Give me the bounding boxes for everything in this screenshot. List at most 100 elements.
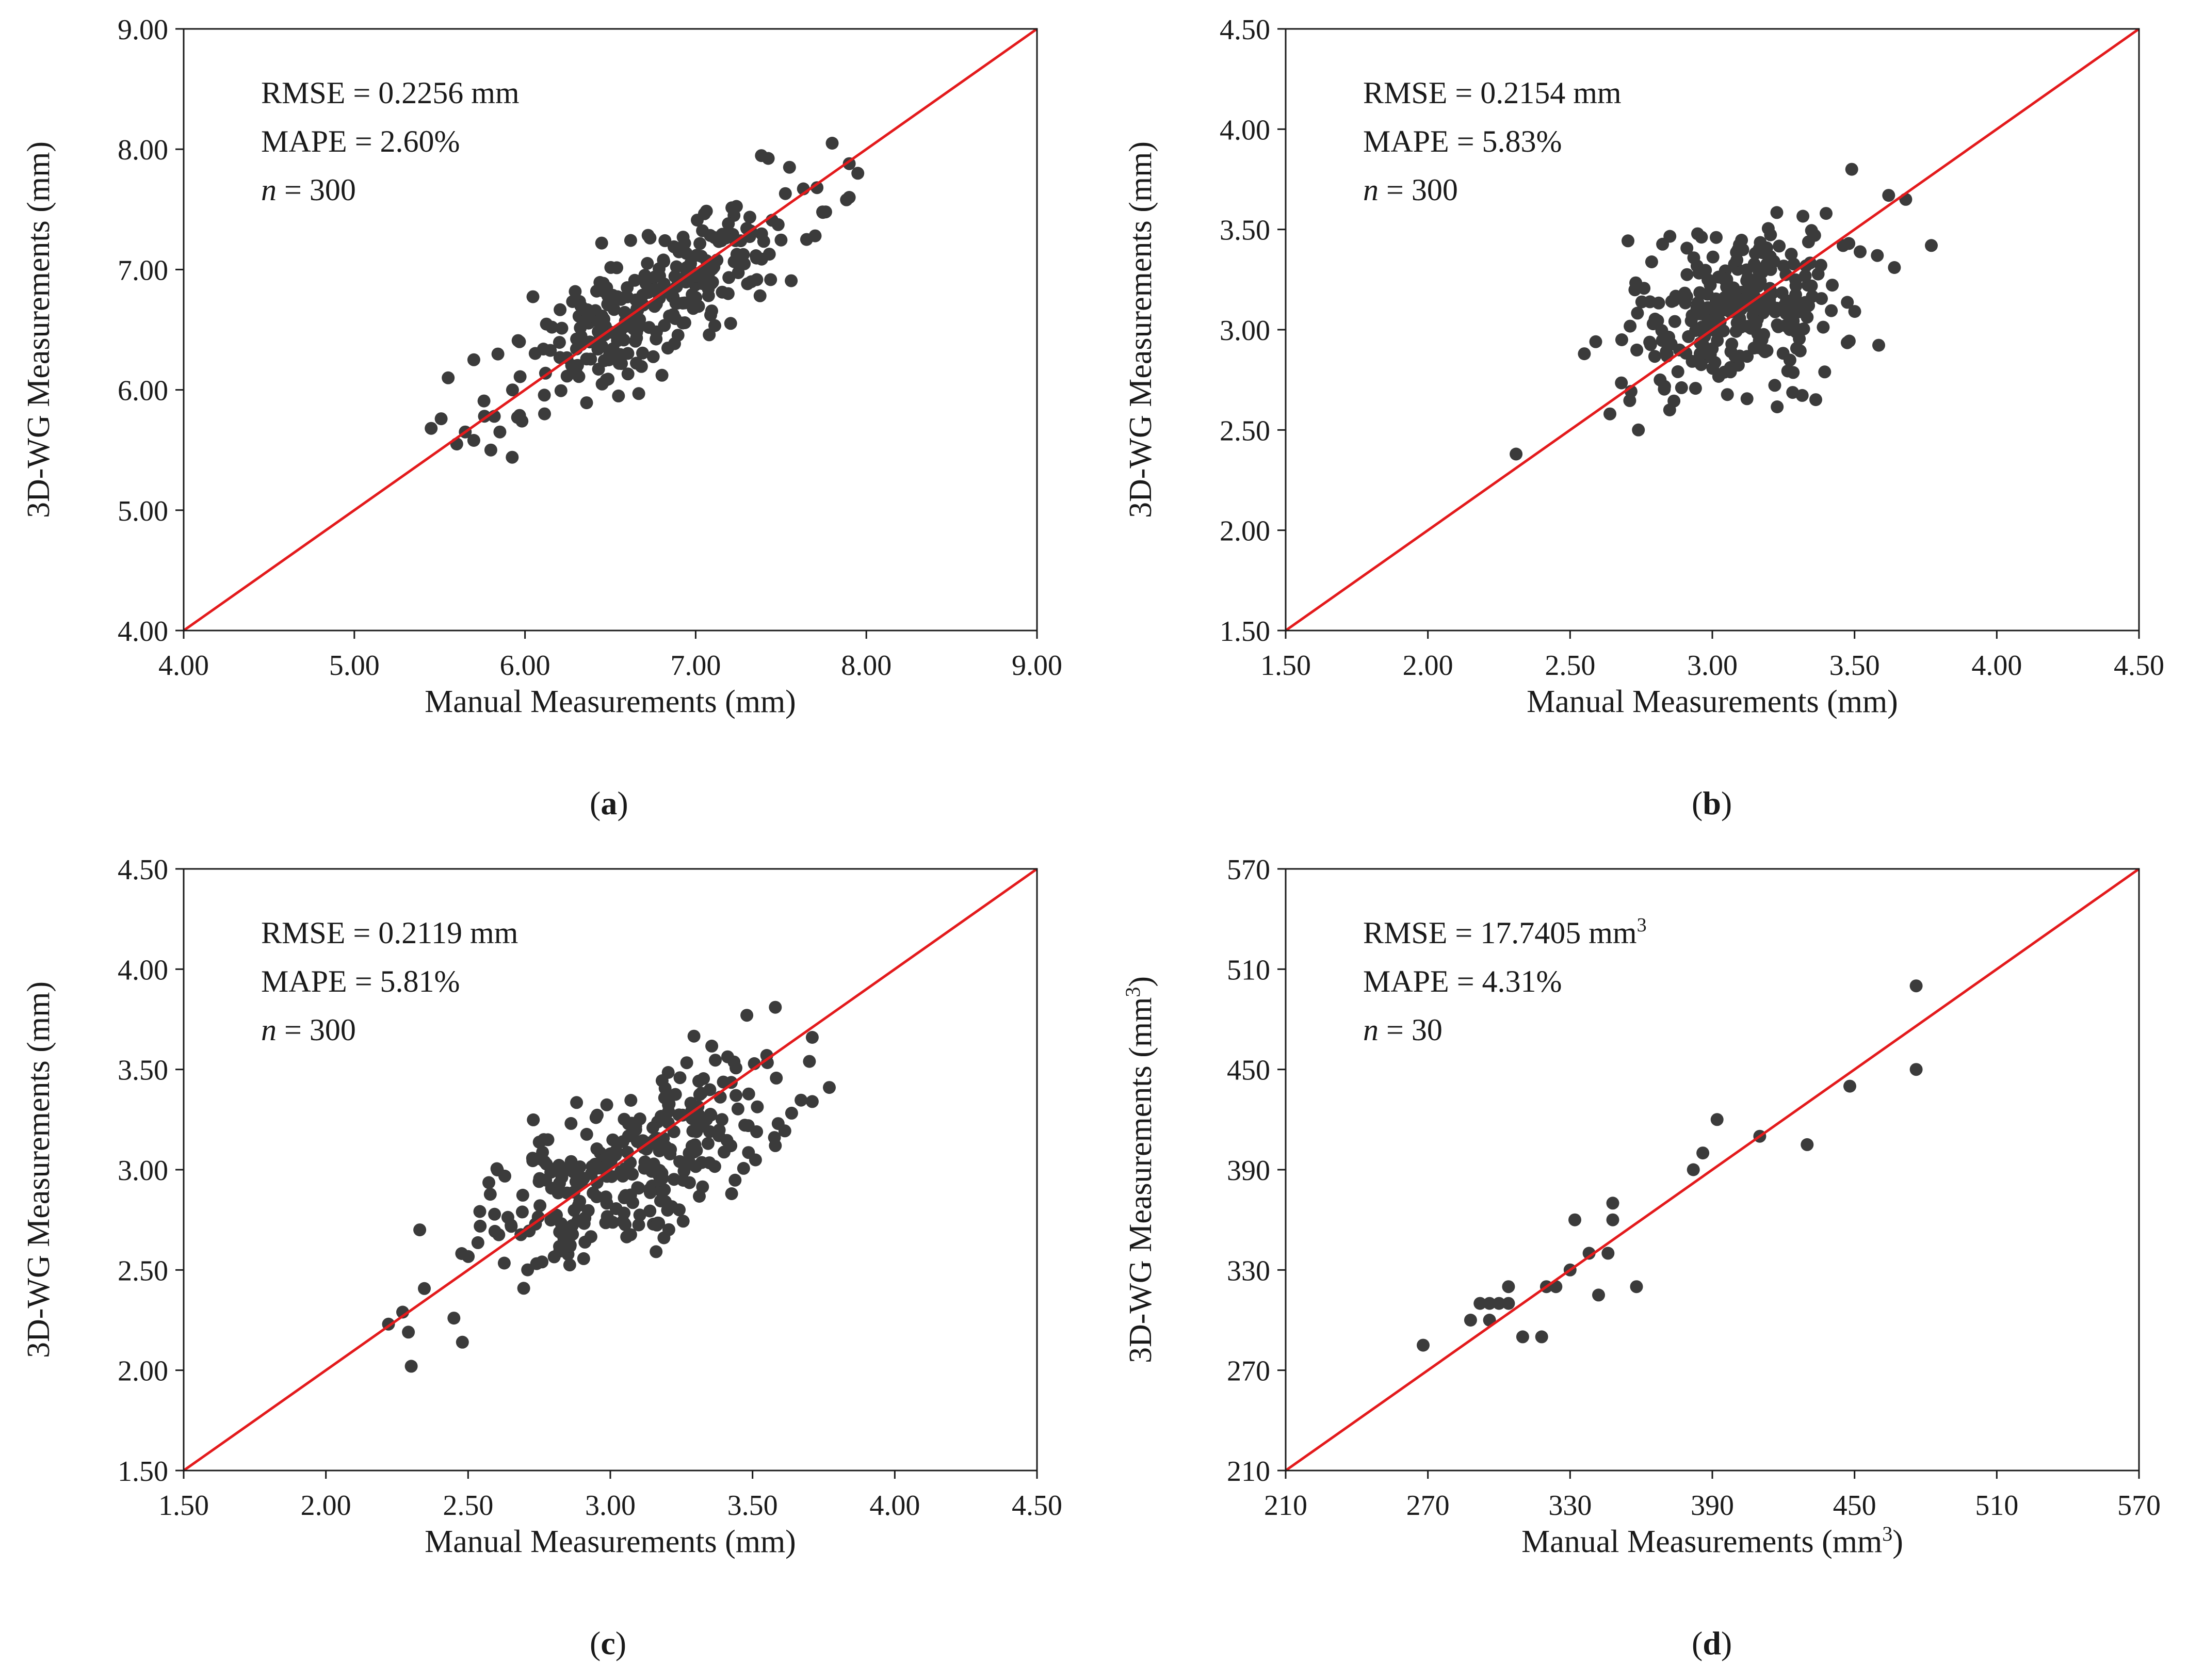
data-point [592,363,605,376]
data-point [1820,207,1833,220]
data-point [1680,268,1694,281]
data-point [1882,189,1895,202]
n-text: n = 300 [261,1013,356,1047]
data-point [1632,423,1645,437]
data-point [621,347,635,360]
data-point [705,1039,719,1053]
data-point [653,269,666,283]
data-point [1578,347,1591,361]
data-point [1707,315,1720,328]
data-point [629,293,642,306]
data-point [541,1133,555,1146]
data-point [1805,279,1818,293]
data-point [1817,320,1830,334]
x-tick-label: 4.50 [1012,1490,1062,1522]
data-point [1733,312,1746,325]
data-point [725,201,739,215]
data-point [580,396,593,410]
data-point [515,1205,529,1219]
y-axis-label: 3D-WG Measurements (mm) [1123,141,1158,518]
data-point [737,248,750,261]
data-point [1510,447,1523,461]
data-point [680,1056,693,1070]
data-point [606,288,620,302]
data-point [456,1335,469,1349]
data-point [632,1182,645,1195]
data-point [1615,333,1628,346]
data-point [1687,1163,1700,1176]
data-point [676,316,689,330]
data-point [636,346,649,360]
x-axis-label: Manual Measurements (mm) [425,1524,796,1559]
data-point [540,317,553,331]
data-point [851,167,865,180]
data-point [763,248,776,261]
data-point [527,1113,540,1126]
data-point [768,1131,781,1144]
data-point [632,1218,645,1232]
data-point [690,249,703,262]
data-point [1516,1330,1529,1344]
x-tick-label: 270 [1406,1490,1450,1522]
panel-caption: (c) [590,1625,627,1661]
mape-text: MAPE = 4.31% [1363,964,1562,998]
data-point [779,187,792,200]
chart-panel-d: 210 270 330 390 450 510 570 210 270 330 390 450 510 5… [1102,840,2204,1680]
data-point [692,1108,705,1122]
data-point [1756,343,1770,356]
data-point [1837,239,1850,252]
data-point [526,1154,540,1168]
data-point [1464,1314,1477,1327]
y-tick-label: 4.00 [118,616,168,648]
data-point [1801,1138,1814,1151]
data-point [1645,255,1658,268]
y-axis-label: 3D-WG Measurements (mm) [21,141,56,518]
data-point [751,1100,764,1113]
data-point [1773,239,1786,253]
data-point [1779,268,1793,281]
data-point [840,193,853,206]
data-point [610,261,623,274]
data-point [1760,257,1774,271]
data-point [1535,1330,1548,1344]
data-point [673,1155,686,1168]
data-point [560,1186,574,1200]
x-tick-label: 4.00 [869,1490,920,1522]
data-point [753,289,767,302]
data-point [1826,279,1839,292]
x-tick-label: 450 [1833,1490,1876,1522]
data-point [1768,379,1781,392]
data-point [1787,257,1801,271]
y-tick-label: 7.00 [118,254,168,286]
data-point [569,1175,582,1188]
reference-line [1285,27,2140,632]
data-point [778,1124,791,1138]
data-point [1592,1288,1605,1302]
data-point [1787,366,1800,379]
data-point [590,1190,604,1203]
data-point [434,412,448,426]
x-axis-label: Manual Measurements (mm3) [1521,1522,1903,1560]
data-point [513,335,526,348]
data-point [676,1215,690,1228]
data-point [1909,1063,1923,1076]
data-point [785,1106,798,1120]
chart-svg-d: 210 270 330 390 450 510 570 210 270 330 390 450 510 5… [1121,854,2161,1560]
x-tick-label: 510 [1975,1490,2018,1522]
data-point [709,1054,722,1067]
data-point [738,257,751,270]
stats-annotation: RMSE = 0.2256 mm MAPE = 2.60% n = 300 [261,77,520,205]
data-point [477,394,491,408]
data-point [624,234,637,247]
data-point [662,1223,675,1236]
data-point [687,1145,701,1159]
stats-annotation: RMSE = 17.7405 mm3 MAPE = 4.31% n = 30 [1363,915,1647,1045]
data-point [482,1176,495,1189]
data-point [719,231,733,245]
data-point [703,1156,716,1170]
y-tick-label: 210 [1227,1456,1270,1488]
data-point [1741,320,1754,333]
data-point [621,367,635,381]
data-point [708,319,721,332]
data-point [1845,163,1858,176]
